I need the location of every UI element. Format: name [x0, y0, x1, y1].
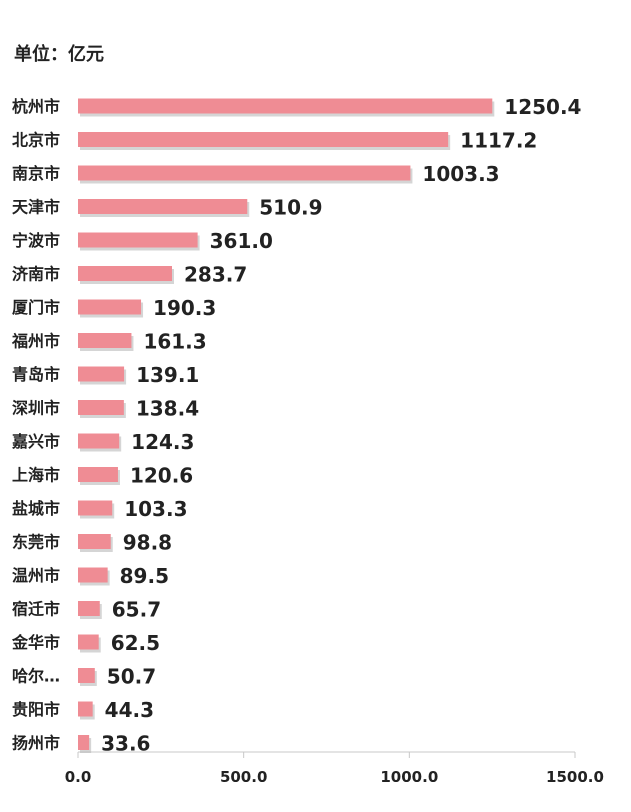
bar [78, 400, 124, 415]
category-label: 金华市 [11, 633, 60, 652]
category-label: 盐城市 [12, 499, 60, 518]
x-axis-tick-label: 500.0 [220, 768, 267, 786]
value-label: 139.1 [136, 363, 199, 387]
category-label: 温州市 [11, 566, 60, 585]
bar [78, 634, 99, 650]
x-axis-tick-label: 1500.0 [546, 768, 604, 786]
category-label: 北京市 [12, 131, 60, 150]
bar [78, 567, 108, 583]
category-label: 厦门市 [12, 298, 60, 317]
bar [78, 333, 132, 348]
value-label: 98.8 [123, 531, 172, 555]
category-label: 扬州市 [12, 734, 60, 753]
value-label: 1250.4 [504, 95, 581, 119]
x-axis-tick-label: 0.0 [65, 768, 92, 786]
bar [78, 299, 142, 315]
value-label: 103.3 [124, 497, 187, 521]
category-label: 青岛市 [12, 365, 60, 384]
bar [78, 232, 198, 248]
category-label: 贵阳市 [12, 700, 60, 719]
value-label: 65.7 [112, 598, 161, 622]
bar [78, 199, 248, 214]
bar [78, 98, 493, 114]
value-label: 1117.2 [460, 129, 537, 153]
bar [78, 668, 95, 683]
bar [78, 500, 113, 516]
bar [78, 735, 90, 750]
category-label: 上海市 [12, 466, 60, 485]
bar [78, 534, 111, 549]
category-label: 福州市 [11, 332, 60, 351]
value-label: 361.0 [210, 229, 273, 253]
value-label: 283.7 [184, 263, 247, 287]
unit-label: 单位：亿元 [14, 44, 104, 65]
bar [78, 366, 125, 382]
x-axis-tick-label: 1000.0 [380, 768, 438, 786]
category-label: 嘉兴市 [11, 432, 60, 451]
value-label: 120.6 [130, 464, 193, 488]
category-label: 天津市 [12, 198, 60, 217]
category-label: 深圳市 [12, 399, 60, 418]
value-label: 161.3 [143, 330, 206, 354]
value-label: 62.5 [111, 631, 160, 655]
category-label: 宁波市 [12, 231, 60, 250]
category-label: 东莞市 [12, 533, 60, 552]
category-label: 哈尔… [12, 667, 60, 686]
bar [78, 467, 118, 482]
bar [78, 601, 100, 616]
category-label: 济南市 [12, 265, 60, 284]
bar [78, 132, 449, 147]
category-label: 南京市 [12, 164, 60, 183]
bar [78, 701, 93, 717]
value-label: 33.6 [101, 732, 150, 756]
bar [78, 266, 172, 281]
bar [78, 165, 411, 181]
value-label: 50.7 [107, 665, 156, 689]
value-label: 124.3 [131, 430, 194, 454]
value-label: 44.3 [105, 698, 154, 722]
category-label: 宿迁市 [12, 600, 60, 619]
category-label: 杭州市 [12, 97, 60, 116]
value-label: 89.5 [120, 564, 169, 588]
value-label: 1003.3 [422, 162, 499, 186]
bar [78, 433, 120, 449]
value-label: 190.3 [153, 296, 216, 320]
value-label: 510.9 [259, 196, 322, 220]
value-label: 138.4 [136, 397, 199, 421]
